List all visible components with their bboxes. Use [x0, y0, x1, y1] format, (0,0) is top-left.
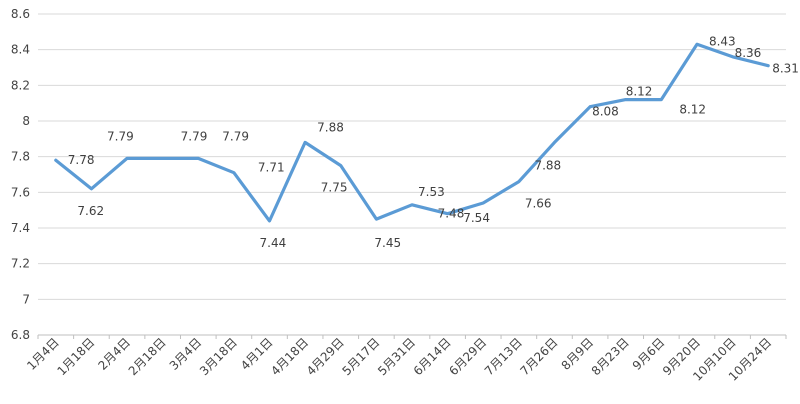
data-label: 8.43 — [709, 34, 736, 48]
series-line — [54, 42, 770, 223]
data-label: 7.71 — [258, 161, 285, 175]
gridlines — [38, 13, 786, 336]
x-tick-label: 2月18日 — [126, 335, 169, 378]
data-label: 8.31 — [772, 62, 799, 76]
x-tick-label: 5月31日 — [375, 335, 418, 378]
data-label: 7.88 — [317, 120, 344, 134]
data-label: 8.36 — [735, 46, 762, 60]
y-tick-label: 8.2 — [11, 78, 30, 92]
y-tick-label: 7.6 — [11, 185, 30, 199]
data-label: 7.66 — [525, 197, 552, 211]
y-tick-label: 7 — [22, 292, 30, 306]
x-axis-ticks: 1月4日1月18日2月4日2月18日3月4日3月18日4月1日4月18日4月29… — [24, 335, 787, 384]
y-tick-label: 8.6 — [11, 7, 30, 21]
data-label: 7.78 — [68, 153, 95, 167]
y-tick-label: 7.8 — [11, 150, 30, 164]
x-tick-label: 7月13日 — [482, 335, 525, 378]
data-label: 7.79 — [181, 129, 208, 143]
y-tick-label: 7.4 — [11, 221, 30, 235]
y-tick-label: 8 — [22, 114, 30, 128]
x-tick-label: 7月26日 — [518, 335, 561, 378]
x-tick-label: 6月14日 — [411, 335, 454, 378]
data-label: 7.54 — [463, 211, 490, 225]
data-labels: 7.78 7.62 7.79 7.79 7.79 7.71 7.44 7.88 7.75 7.45… — [68, 34, 799, 250]
data-label: 8.08 — [592, 105, 619, 119]
y-tick-label: 6.8 — [11, 328, 30, 342]
x-tick-label: 4月18日 — [268, 335, 311, 378]
data-label: 7.62 — [77, 204, 104, 218]
x-tick-label: 1月18日 — [54, 335, 97, 378]
data-label: 7.45 — [374, 236, 401, 250]
data-label: 8.12 — [626, 85, 653, 99]
series-line-layer — [54, 42, 770, 223]
y-tick-label: 7.2 — [11, 257, 30, 271]
y-axis-ticks: 6.8 7 7.2 7.4 7.6 7.8 8 8.2 8.4 8.6 — [11, 7, 30, 342]
x-tick-label: 3月18日 — [197, 335, 240, 378]
x-tick-label: 5月17日 — [339, 335, 382, 378]
data-label: 7.79 — [222, 129, 249, 143]
y-tick-label: 8.4 — [11, 43, 30, 57]
data-label: 7.48 — [438, 207, 465, 221]
data-label: 8.12 — [679, 103, 706, 117]
x-tick-label: 4月29日 — [304, 335, 347, 378]
data-label: 7.75 — [321, 181, 348, 195]
data-label: 7.44 — [260, 236, 287, 250]
data-label: 7.53 — [418, 185, 445, 199]
x-tick-label: 8月23日 — [589, 335, 632, 378]
x-tick-label: 6月29日 — [446, 335, 489, 378]
data-label: 7.79 — [107, 129, 134, 143]
data-label: 7.88 — [534, 158, 561, 172]
